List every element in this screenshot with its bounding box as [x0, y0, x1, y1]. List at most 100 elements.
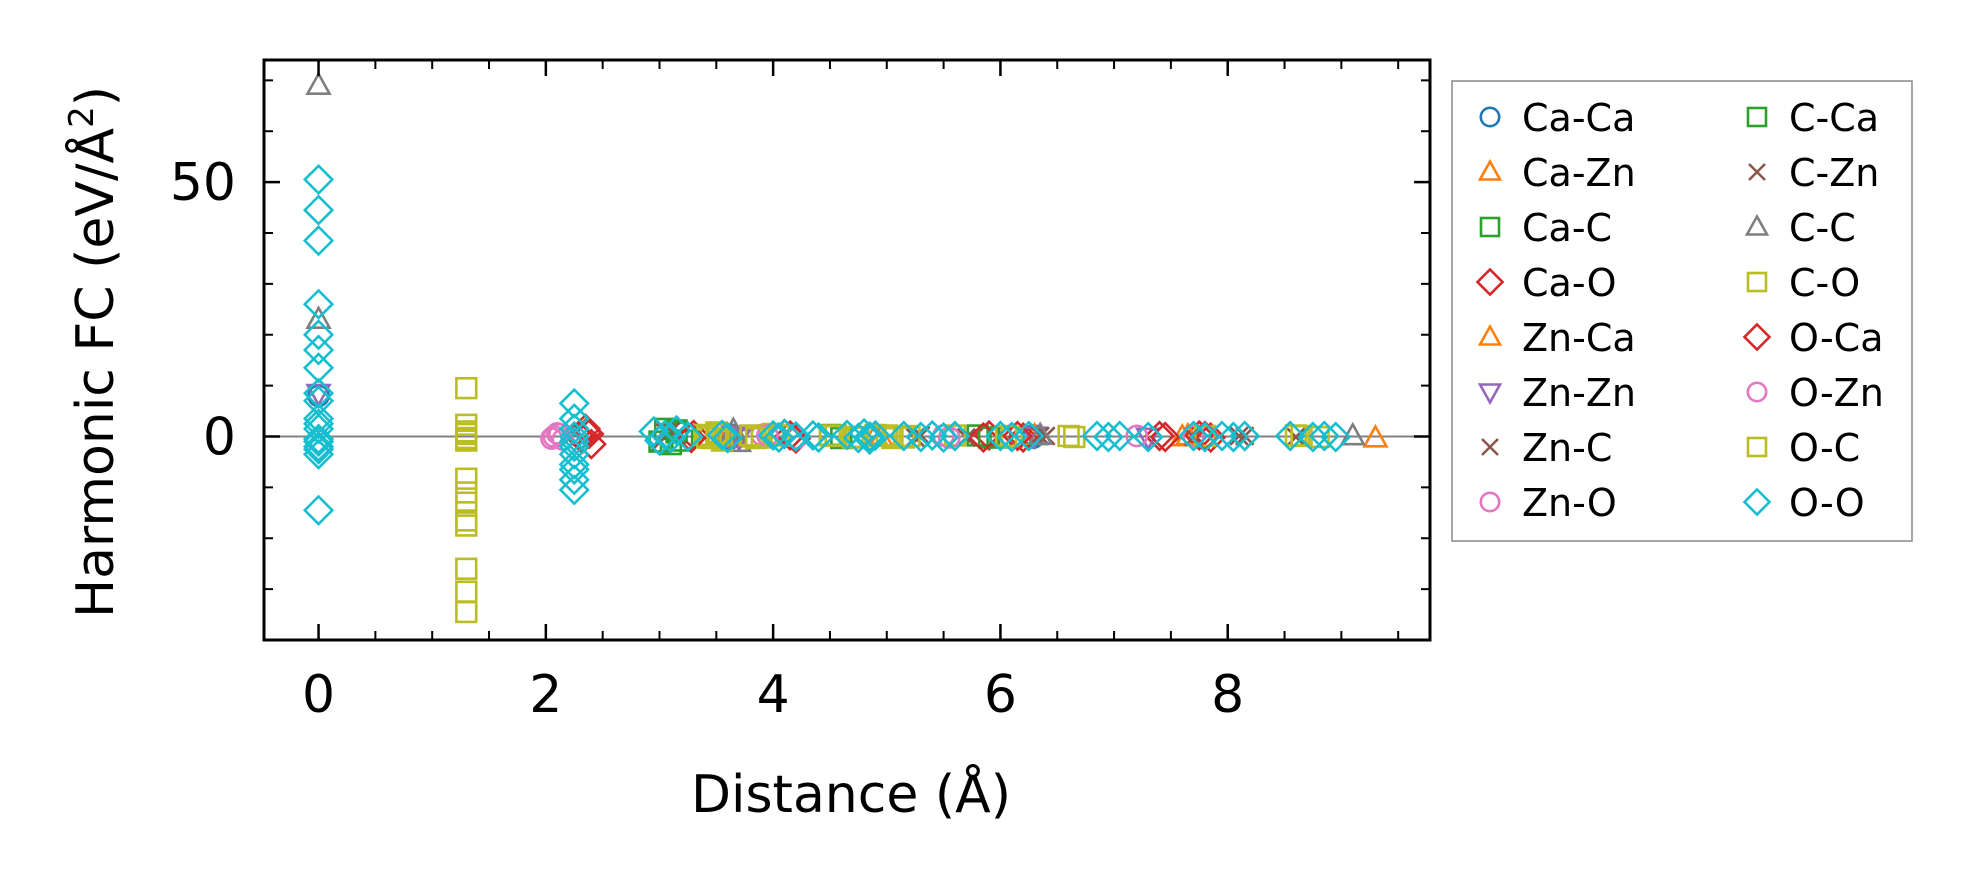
point-o-c [455, 427, 478, 451]
point-o-o [302, 425, 335, 458]
axis-ticks [264, 60, 1430, 640]
x-tick-label: 4 [757, 665, 790, 725]
legend-entry-ca-ca: Ca-Ca [1479, 96, 1635, 140]
point-o-o [558, 453, 590, 486]
legend-label-ca-zn: Ca-Zn [1522, 151, 1636, 195]
point-o-o [803, 421, 835, 454]
series-o-o [302, 163, 1352, 526]
point-c-o [455, 467, 478, 490]
y-axis-label: Harmonic FC (eV/Å2) [62, 86, 126, 618]
point-c-o [455, 600, 478, 624]
legend-marker-c-c [1744, 213, 1770, 236]
y-axis-label-end: ) [66, 86, 126, 106]
point-o-o [1320, 421, 1352, 453]
point-o-o [1189, 421, 1221, 453]
point-o-o [1092, 421, 1124, 453]
point-c-o [455, 580, 478, 603]
point-o-o [1297, 421, 1329, 453]
y-axis-label-main: Harmonic FC (eV/Å [64, 127, 126, 618]
point-o-o [712, 422, 744, 454]
point-ca-o [1007, 421, 1039, 454]
point-o-o [1013, 420, 1045, 452]
point-o-o [302, 319, 335, 351]
point-o-o [302, 377, 335, 409]
x-axis-label: Distance (Å) [691, 763, 1011, 825]
point-o-o [558, 431, 590, 463]
point-o-c [892, 426, 916, 449]
point-o-o [558, 413, 590, 445]
point-o-o [1206, 420, 1238, 452]
legend-label-o-c: O-C [1789, 426, 1860, 470]
point-c-c [305, 71, 332, 95]
series-o-zn [540, 423, 1149, 450]
point-o-o [1104, 420, 1136, 452]
legend-marker-c-ca [1746, 106, 1768, 128]
y-axis-label-superscript: 2 [62, 106, 102, 128]
point-o-o [302, 288, 335, 320]
legend-marker-o-zn [1746, 381, 1768, 403]
point-zn-c [1286, 427, 1306, 447]
point-o-o [916, 419, 948, 452]
point-zn-zn [305, 383, 332, 408]
legend-entry-c-ca: C-Ca [1746, 96, 1879, 140]
legend-label-c-ca: C-Ca [1789, 96, 1879, 140]
series-c-o [455, 376, 1330, 624]
point-o-o [706, 419, 738, 451]
point-o-o [768, 418, 801, 450]
legend-label-o-o: O-O [1789, 481, 1865, 525]
point-o-o [1132, 421, 1164, 453]
legend-label-zn-c: Zn-C [1522, 426, 1612, 470]
legend-label-ca-ca: Ca-Ca [1522, 96, 1635, 140]
legend-marker-o-c [1746, 436, 1768, 458]
tick-labels: 0 2 4 6 8 0 50 [170, 153, 1244, 725]
legend-marker-o-ca [1742, 322, 1772, 352]
data-points [302, 71, 1389, 624]
legend-entry-c-o: C-O [1746, 261, 1860, 305]
point-o-o [302, 413, 335, 445]
point-o-o [854, 420, 886, 453]
point-o-o [1217, 421, 1249, 453]
legend-entry-zn-c: Zn-C [1481, 426, 1612, 470]
point-zn-c [1030, 426, 1050, 446]
point-o-o [302, 352, 335, 384]
point-o-o [905, 421, 937, 453]
x-tick-label: 0 [302, 665, 335, 725]
point-o-o [302, 225, 335, 257]
legend-entry-zn-zn: Zn-Zn [1477, 371, 1636, 415]
point-o-o [302, 408, 335, 440]
legend-label-c-zn: C-Zn [1789, 151, 1879, 195]
point-c-o [693, 423, 717, 447]
point-o-o [984, 420, 1017, 452]
point-o-o [797, 419, 829, 452]
point-o-o [780, 420, 812, 453]
point-o-o [1178, 420, 1210, 452]
point-ca-zn [1362, 423, 1389, 448]
legend-marker-c-o [1746, 271, 1768, 293]
point-ca-o [1143, 420, 1176, 452]
legend-frame [1451, 80, 1913, 542]
y-tick-label: 50 [170, 153, 236, 213]
point-o-ca [675, 422, 707, 454]
point-o-o [939, 420, 971, 452]
point-o-ca [967, 421, 999, 454]
point-o-o [302, 194, 335, 226]
point-o-zn [548, 423, 571, 446]
point-o-o [558, 474, 590, 506]
point-o-o [928, 421, 960, 454]
point-o-o [859, 419, 891, 452]
legend-entry-c-zn: C-Zn [1748, 151, 1879, 195]
legend-label-zn-o: Zn-O [1522, 481, 1617, 525]
point-o-o [302, 431, 335, 463]
legend-entry-ca-zn: Ca-Zn [1477, 151, 1636, 195]
point-o-o [302, 438, 335, 470]
point-o-o [672, 420, 704, 453]
series-c-c [305, 71, 1366, 453]
point-o-o [757, 419, 789, 452]
legend-entry-o-c: O-C [1746, 426, 1860, 470]
legend-marker-ca-c [1479, 216, 1501, 238]
legend-label-zn-zn: Zn-Zn [1522, 371, 1636, 415]
point-c-o [455, 514, 478, 537]
legend-marker-ca-zn [1477, 158, 1503, 181]
point-o-c [696, 426, 719, 449]
